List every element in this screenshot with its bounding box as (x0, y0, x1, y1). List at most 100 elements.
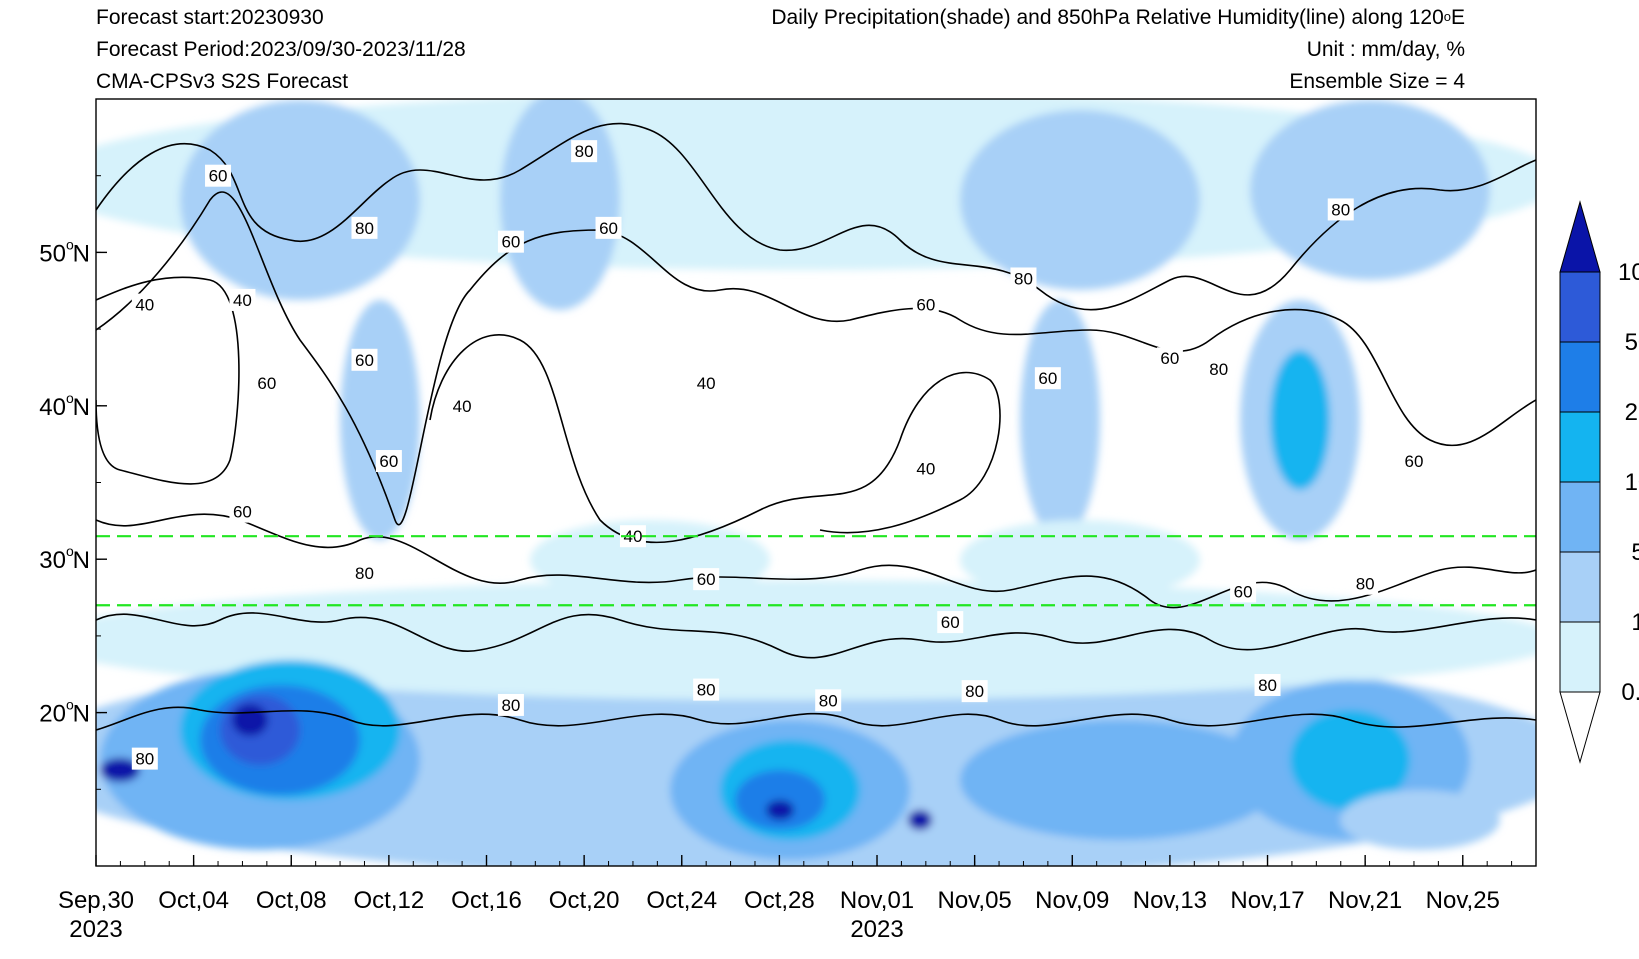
contour-label-bg (693, 568, 720, 591)
contour-label-bg (1327, 198, 1354, 221)
contour-label-bg (1400, 450, 1427, 473)
shade-tropical-core (1290, 710, 1410, 810)
y-tick-suffix: N (73, 547, 90, 574)
shade-strip-core (1270, 350, 1330, 490)
x-tick-label: Oct,20 (549, 887, 620, 914)
unit-label: Unit : mm/day, % (1306, 38, 1465, 61)
rh-contour-labels: 80 80 80 80 80 80 80 80 80 80 80 80 80 60 60 60 60 60 60 60… (131, 140, 1427, 770)
shade-extreme-core (232, 704, 268, 736)
forecast-period-label: Forecast Period:2023/09/30-2023/11/28 (96, 38, 466, 61)
contour-label-80: 80 (135, 750, 154, 769)
x-tick-label: Oct,08 (256, 887, 327, 914)
contour-label-80: 80 (697, 681, 716, 700)
y-tick-suffix: N (73, 701, 90, 728)
model-name-label: CMA-CPSv3 S2S Forecast (96, 70, 349, 93)
shade-north-cell (500, 99, 620, 310)
colorbar-segment (1559, 341, 1601, 413)
rh-contour-60-north (96, 191, 1536, 525)
contour-label-bg (375, 450, 402, 473)
rh-contour-80-tropics (96, 706, 1536, 731)
contour-label-bg (229, 500, 256, 523)
plot-area: 80 80 80 80 80 80 80 80 80 80 80 80 80 60 60 60 60 60 60 60… (96, 99, 1536, 866)
x-tick-label: Nov,05 (938, 887, 1012, 914)
x-tick-label: Nov,17 (1230, 887, 1304, 914)
shade-mid-cell (530, 520, 770, 600)
x-tick-label: Nov,25 (1426, 887, 1500, 914)
contour-label-60: 60 (1160, 349, 1179, 368)
contour-label-bg (1254, 673, 1281, 696)
colorbar-label: 10 (1625, 469, 1639, 496)
contour-label-60: 60 (355, 351, 374, 370)
rh-contour-80-north (96, 122, 1536, 311)
contour-label-bg (1034, 367, 1061, 390)
contour-label-80: 80 (965, 682, 984, 701)
colorbar-segment (1559, 481, 1601, 553)
contour-label-60: 60 (257, 374, 276, 393)
shade-subtropical-band (96, 580, 1536, 700)
contour-label-40: 40 (233, 291, 252, 310)
contour-label-bg (693, 371, 720, 394)
contour-label-bg (1205, 357, 1232, 380)
x-tick-label: Oct,24 (646, 887, 717, 914)
contour-label-bg (595, 216, 622, 239)
colorbar-segment (1559, 271, 1601, 343)
contour-label-40: 40 (135, 296, 154, 315)
contour-label-bg (131, 747, 158, 770)
contour-label-60: 60 (697, 570, 716, 589)
contour-label-60: 60 (941, 613, 960, 632)
shade-north-cell (1250, 100, 1490, 280)
colorbar-label: 100 (1618, 259, 1639, 286)
contour-label-bg (693, 678, 720, 701)
y-tick-suffix: N (73, 240, 90, 267)
colorbar-segment (1559, 621, 1601, 693)
forecast-start-label: Forecast start:20230930 (96, 6, 324, 29)
contour-label-bg (351, 216, 378, 239)
contour-label-60: 60 (379, 452, 398, 471)
rh-contour-80-south (96, 612, 1536, 659)
colorbar: 0.1 1 5 10 25 50 100 (1559, 200, 1639, 764)
contour-label-60: 60 (1234, 582, 1253, 601)
contour-label-bg (815, 689, 842, 712)
shade-north-cell (180, 100, 420, 300)
chart-title-degree: o (1443, 9, 1451, 24)
chart-title-main: Daily Precipitation(shade) and 850hPa Re… (771, 6, 1444, 29)
contour-label-40: 40 (697, 374, 716, 393)
x-tick-label: Nov,09 (1035, 887, 1109, 914)
x-tick-label: Oct,28 (744, 887, 815, 914)
shade-extreme-core (766, 800, 794, 820)
contour-label-60: 60 (501, 233, 520, 252)
contour-label-80: 80 (575, 142, 594, 161)
contour-label-bg (351, 562, 378, 585)
reference-lines (96, 535, 1536, 607)
contour-label-bg (205, 164, 232, 187)
contour-label-80: 80 (819, 691, 838, 710)
contour-label-40: 40 (453, 397, 472, 416)
contour-label-80: 80 (1209, 360, 1228, 379)
contour-label-bg (253, 371, 280, 394)
contour-label-bg (497, 230, 524, 253)
shade-strip (1020, 300, 1100, 540)
contour-label-bg (1352, 572, 1379, 595)
x-tick-label: Nov,13 (1133, 887, 1207, 914)
colorbar-segment (1559, 551, 1601, 623)
contour-label-40: 40 (916, 460, 935, 479)
y-tick-label: 40 (39, 394, 66, 421)
precipitation-shading (96, 99, 1536, 866)
colorbar-label: 5 (1631, 539, 1639, 566)
x-tick-label: Oct,16 (451, 887, 522, 914)
colorbar-label: 1 (1631, 609, 1639, 636)
colorbar-label: 50 (1625, 329, 1639, 356)
shade-extreme-core (908, 810, 932, 830)
colorbar-segment (1559, 411, 1601, 483)
shade-mid-cell (960, 520, 1200, 600)
y-tick-degree: o (66, 390, 74, 406)
contour-label-bg (497, 693, 524, 716)
contour-label-80: 80 (1258, 676, 1277, 695)
rh-contours (96, 122, 1536, 731)
contour-label-bg (961, 680, 988, 703)
contour-label-bg (912, 293, 939, 316)
contour-label-60: 60 (1038, 369, 1057, 388)
contour-label-80: 80 (1356, 575, 1375, 594)
y-tick-degree: o (66, 543, 74, 559)
